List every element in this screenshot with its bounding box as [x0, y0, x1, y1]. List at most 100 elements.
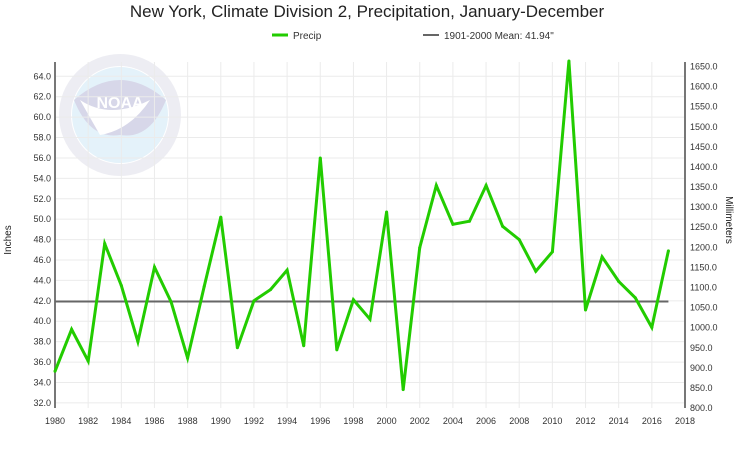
precip-series-line — [53, 60, 670, 390]
precip-data-point — [666, 249, 670, 253]
precip-data-point — [152, 265, 156, 269]
x-tick-label: 1994 — [277, 416, 297, 426]
x-tick-label: 1988 — [178, 416, 198, 426]
y-tick-label-left: 62.0 — [33, 92, 51, 102]
precip-data-point — [302, 344, 306, 348]
precip-data-point — [103, 242, 107, 246]
x-tick-label: 2008 — [509, 416, 529, 426]
x-tick-label: 1980 — [45, 416, 65, 426]
y-tick-label-right: 1050.0 — [690, 303, 718, 313]
precip-data-point — [53, 369, 57, 373]
precip-data-point — [467, 219, 471, 223]
y-axis-label-left: Inches — [3, 225, 14, 254]
legend[interactable]: Precip 1901-2000 Mean: 41.94" — [272, 31, 554, 42]
y-tick-label-left: 32.0 — [33, 398, 51, 408]
precip-data-point — [252, 299, 256, 303]
y-tick-label-right: 1600.0 — [690, 82, 718, 92]
precip-data-point — [517, 238, 521, 242]
svg-text:NOAA: NOAA — [96, 95, 144, 112]
precip-data-point — [385, 210, 389, 214]
precip-data-point — [501, 224, 505, 228]
precip-data-point — [401, 388, 405, 392]
x-tick-label: 2004 — [443, 416, 463, 426]
precip-data-point — [484, 183, 488, 187]
precip-data-point — [86, 359, 90, 363]
y-tick-label-left: 54.0 — [33, 173, 51, 183]
y-tick-label-right: 1150.0 — [690, 262, 717, 272]
legend-precip-label[interactable]: Precip — [293, 31, 322, 42]
precip-data-point — [633, 296, 637, 300]
y-tick-label-right: 850.0 — [690, 383, 713, 393]
y-tick-label-right: 900.0 — [690, 363, 713, 373]
precip-data-point — [202, 285, 206, 289]
x-tick-label: 1996 — [310, 416, 330, 426]
y-tick-label-right: 1350.0 — [690, 182, 718, 192]
x-tick-label: 1998 — [343, 416, 363, 426]
y-tick-label-left: 60.0 — [33, 112, 51, 122]
y-tick-label-right: 1300.0 — [690, 202, 718, 212]
noaa-watermark: NOAA — [59, 54, 181, 176]
y-tick-label-right: 1650.0 — [690, 61, 718, 71]
y-tick-label-left: 42.0 — [33, 296, 51, 306]
x-tick-label: 2014 — [609, 416, 629, 426]
y-tick-label-left: 64.0 — [33, 71, 51, 81]
precip-data-point — [617, 279, 621, 283]
x-tick-label: 1992 — [244, 416, 264, 426]
x-tick-label: 2018 — [675, 416, 695, 426]
precip-data-point — [235, 346, 239, 350]
precip-data-point — [169, 300, 173, 304]
y-tick-label-right: 1000.0 — [690, 323, 718, 333]
precip-data-point — [351, 298, 355, 302]
y-tick-label-left: 40.0 — [33, 316, 51, 326]
precip-data-point — [650, 325, 654, 329]
precip-data-point — [219, 215, 223, 219]
y-tick-label-right: 1100.0 — [690, 282, 717, 292]
x-tick-label: 1990 — [211, 416, 231, 426]
legend-mean-label[interactable]: 1901-2000 Mean: 41.94" — [444, 31, 554, 42]
grid — [54, 62, 686, 408]
y-tick-label-right: 1250.0 — [690, 222, 718, 232]
precip-data-point — [186, 356, 190, 360]
y-tick-label-right: 1200.0 — [690, 242, 718, 252]
axes: 1980 1982 1984 1986 1988 1990 1992 1994 1996 1998… — [33, 61, 717, 426]
chart-title: New York, Climate Division 2, Precipitat… — [130, 2, 605, 21]
precip-data-point — [119, 284, 123, 288]
precip-data-point — [600, 255, 604, 259]
x-tick-label: 2006 — [476, 416, 496, 426]
marks — [53, 59, 670, 392]
precip-data-point — [451, 222, 455, 226]
precip-data-point — [368, 317, 372, 321]
y-tick-label-left: 50.0 — [33, 214, 51, 224]
y-tick-label-left: 48.0 — [33, 235, 51, 245]
y-tick-label-right: 1450.0 — [690, 142, 718, 152]
x-tick-label: 2002 — [410, 416, 430, 426]
precip-data-point — [136, 340, 140, 344]
y-tick-label-left: 56.0 — [33, 153, 51, 163]
x-tick-label: 2012 — [576, 416, 596, 426]
x-tick-label: 2010 — [542, 416, 562, 426]
precip-data-point — [335, 348, 339, 352]
y-tick-label-left: 52.0 — [33, 194, 51, 204]
y-tick-label-left: 46.0 — [33, 255, 51, 265]
x-tick-label: 2016 — [642, 416, 662, 426]
precip-data-point — [550, 250, 554, 254]
x-tick-label: 1982 — [78, 416, 98, 426]
y-tick-label-right: 1500.0 — [690, 122, 718, 132]
x-tick-label: 1986 — [144, 416, 164, 426]
precip-data-point — [418, 246, 422, 250]
y-tick-label-left: 36.0 — [33, 357, 51, 367]
y-tick-label-right: 950.0 — [690, 343, 713, 353]
precip-data-point — [70, 327, 74, 331]
precip-data-point — [434, 183, 438, 187]
y-tick-label-left: 44.0 — [33, 275, 51, 285]
precip-data-point — [269, 288, 273, 292]
precip-data-point — [534, 269, 538, 273]
precip-data-point — [584, 308, 588, 312]
y-tick-label-right: 1550.0 — [690, 102, 718, 112]
x-tick-label: 1984 — [111, 416, 131, 426]
precip-data-point — [567, 59, 571, 63]
y-tick-label-right: 800.0 — [690, 403, 713, 413]
x-tick-label: 2000 — [377, 416, 397, 426]
precip-data-point — [318, 156, 322, 160]
